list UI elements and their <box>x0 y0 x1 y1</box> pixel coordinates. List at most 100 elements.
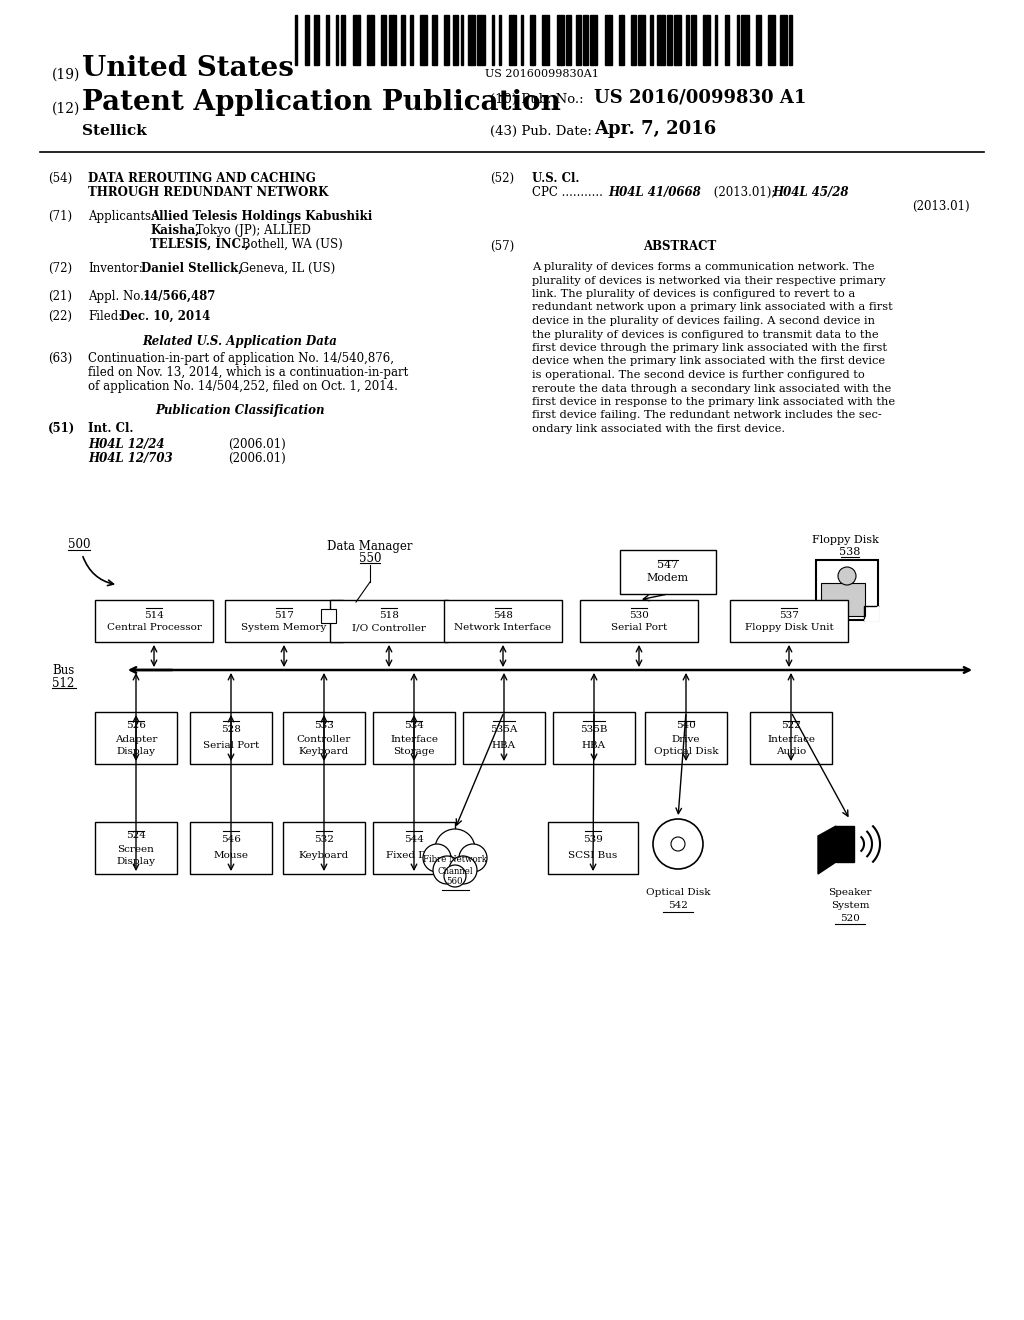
Bar <box>548 822 638 874</box>
Bar <box>756 15 761 65</box>
Bar <box>657 15 665 65</box>
Text: ondary link associated with the first device.: ondary link associated with the first de… <box>532 424 785 434</box>
Bar <box>400 15 406 65</box>
Text: 514: 514 <box>144 610 164 619</box>
Text: 540: 540 <box>676 722 696 730</box>
Text: System: System <box>830 902 869 909</box>
Bar <box>444 601 562 642</box>
Bar <box>95 711 177 764</box>
Text: System Memory: System Memory <box>242 623 327 632</box>
Text: plurality of devices is networked via their respective primary: plurality of devices is networked via th… <box>532 276 886 285</box>
Bar <box>736 15 739 65</box>
Text: Display: Display <box>117 857 156 866</box>
Text: 534: 534 <box>404 722 424 730</box>
Bar <box>283 711 365 764</box>
Text: Allied Telesis Holdings Kabushiki: Allied Telesis Holdings Kabushiki <box>150 210 373 223</box>
Bar <box>557 15 564 65</box>
Circle shape <box>435 829 475 869</box>
Text: 524: 524 <box>126 832 146 841</box>
Text: reroute the data through a secondary link associated with the: reroute the data through a secondary lin… <box>532 384 891 393</box>
Bar <box>575 15 581 65</box>
Bar <box>373 711 455 764</box>
Bar <box>411 15 413 65</box>
Text: 517: 517 <box>274 610 294 619</box>
Text: 535A: 535A <box>490 726 518 734</box>
Bar <box>618 15 624 65</box>
Bar <box>620 550 716 594</box>
Bar <box>686 15 688 65</box>
Text: HBA: HBA <box>492 742 516 751</box>
Text: U.S. Cl.: U.S. Cl. <box>532 172 580 185</box>
Text: A plurality of devices forms a communication network. The: A plurality of devices forms a communica… <box>532 261 874 272</box>
Text: first device failing. The redundant network includes the sec-: first device failing. The redundant netw… <box>532 411 882 421</box>
Text: HBA: HBA <box>582 742 606 751</box>
Text: Mouse: Mouse <box>213 851 249 861</box>
Text: Screen: Screen <box>118 845 155 854</box>
Text: 518: 518 <box>379 610 399 619</box>
Bar <box>463 711 545 764</box>
Text: Keyboard: Keyboard <box>299 851 349 861</box>
Bar <box>530 15 535 65</box>
Bar <box>741 15 749 65</box>
Text: Daniel Stellick,: Daniel Stellick, <box>141 261 243 275</box>
Text: CPC ...........: CPC ........... <box>532 186 606 199</box>
Text: Patent Application Publication: Patent Application Publication <box>82 88 561 116</box>
Text: (51): (51) <box>48 422 75 436</box>
Circle shape <box>459 843 487 873</box>
Text: 14/566,487: 14/566,487 <box>143 290 216 304</box>
Bar <box>604 15 611 65</box>
Bar <box>667 15 672 65</box>
Bar <box>583 15 588 65</box>
Bar <box>645 711 727 764</box>
Bar <box>336 15 338 65</box>
Bar <box>461 15 463 65</box>
Bar <box>821 583 865 616</box>
Bar <box>190 711 272 764</box>
Circle shape <box>433 855 461 884</box>
Text: Central Processor: Central Processor <box>106 623 202 632</box>
Text: Modem: Modem <box>647 573 689 583</box>
Text: device in the plurality of devices failing. A second device in: device in the plurality of devices faili… <box>532 315 874 326</box>
Text: Optical Disk: Optical Disk <box>653 747 718 755</box>
Bar <box>730 601 848 642</box>
Text: H04L 12/24: H04L 12/24 <box>88 438 165 451</box>
Text: US 2016/0099830 A1: US 2016/0099830 A1 <box>594 88 806 106</box>
Bar <box>95 822 177 874</box>
Text: Floppy Disk: Floppy Disk <box>812 535 879 545</box>
Bar <box>295 15 297 65</box>
Bar <box>499 15 502 65</box>
Text: (72): (72) <box>48 261 72 275</box>
Text: (2013.01);: (2013.01); <box>710 186 779 199</box>
Text: Optical Disk: Optical Disk <box>646 888 711 898</box>
Bar <box>443 15 449 65</box>
Text: ABSTRACT: ABSTRACT <box>643 240 717 253</box>
Text: (10) Pub. No.:: (10) Pub. No.: <box>490 92 584 106</box>
Text: (19): (19) <box>52 69 80 82</box>
Circle shape <box>838 568 856 585</box>
Text: (21): (21) <box>48 290 72 304</box>
Bar <box>477 15 484 65</box>
Text: US 20160099830A1: US 20160099830A1 <box>485 69 599 79</box>
Text: Fixed Disk: Fixed Disk <box>386 851 441 861</box>
Text: 544: 544 <box>404 836 424 845</box>
Text: 550: 550 <box>358 552 381 565</box>
Text: Storage: Storage <box>393 747 435 755</box>
Text: (71): (71) <box>48 210 72 223</box>
Text: 500: 500 <box>68 539 90 550</box>
Bar <box>509 15 516 65</box>
Bar <box>468 15 475 65</box>
Bar <box>321 609 336 623</box>
Text: 535B: 535B <box>581 726 608 734</box>
Text: (63): (63) <box>48 352 73 366</box>
Bar <box>330 601 449 642</box>
Bar <box>836 826 854 862</box>
Text: United States: United States <box>82 55 294 82</box>
Text: 528: 528 <box>221 726 241 734</box>
Bar <box>638 15 645 65</box>
Text: Tokyo (JP); ALLIED: Tokyo (JP); ALLIED <box>193 224 311 238</box>
Bar <box>367 15 374 65</box>
Text: Interface: Interface <box>767 734 815 743</box>
Bar <box>674 15 681 65</box>
Text: link. The plurality of devices is configured to revert to a: link. The plurality of devices is config… <box>532 289 855 300</box>
Text: (2006.01): (2006.01) <box>228 438 286 451</box>
